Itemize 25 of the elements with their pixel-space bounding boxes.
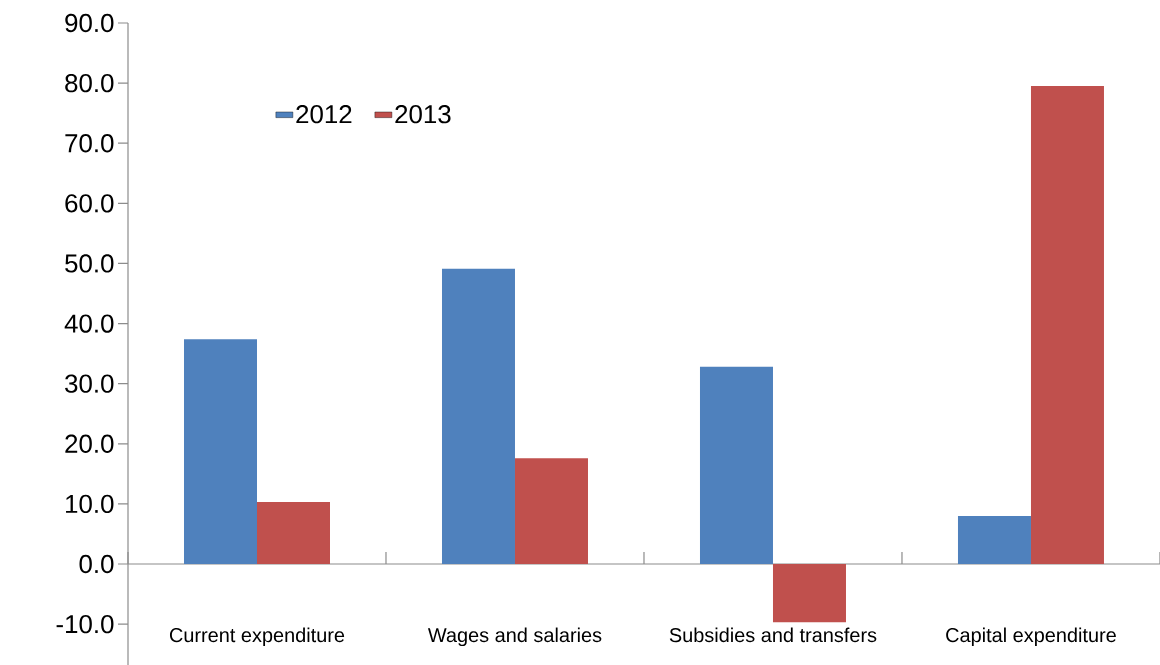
bar — [772, 564, 846, 623]
y-tick-label: 50.0 — [65, 254, 114, 273]
x-tick-label: Current expenditure — [169, 627, 345, 647]
bar — [1030, 86, 1104, 565]
bar — [957, 515, 1031, 565]
legend-label: 2013 — [395, 105, 451, 124]
bar — [441, 268, 515, 565]
bar — [257, 502, 330, 565]
y-tick-label: 30.0 — [65, 374, 114, 393]
y-tick-label: 90.0 — [65, 13, 114, 33]
legend-label: 2012 — [296, 105, 352, 124]
y-tick-label: 60.0 — [65, 194, 114, 213]
x-tick-label: Subsidies and transfers — [669, 627, 877, 643]
bar — [699, 366, 773, 565]
bar — [184, 339, 257, 565]
y-tick-label: 20.0 — [65, 434, 114, 453]
bar — [514, 458, 588, 565]
x-tick-label: Wages and salaries — [427, 627, 602, 647]
y-tick-label: -10.0 — [56, 614, 114, 634]
y-tick-label: 0.0 — [79, 554, 114, 574]
y-tick-label: 10.0 — [66, 494, 114, 514]
y-tick-label: 40.0 — [64, 314, 114, 333]
x-tick-label: Capital expenditure — [946, 627, 1116, 647]
y-tick-label: 70.0 — [65, 134, 114, 153]
y-tick-label: 80.0 — [65, 73, 114, 93]
